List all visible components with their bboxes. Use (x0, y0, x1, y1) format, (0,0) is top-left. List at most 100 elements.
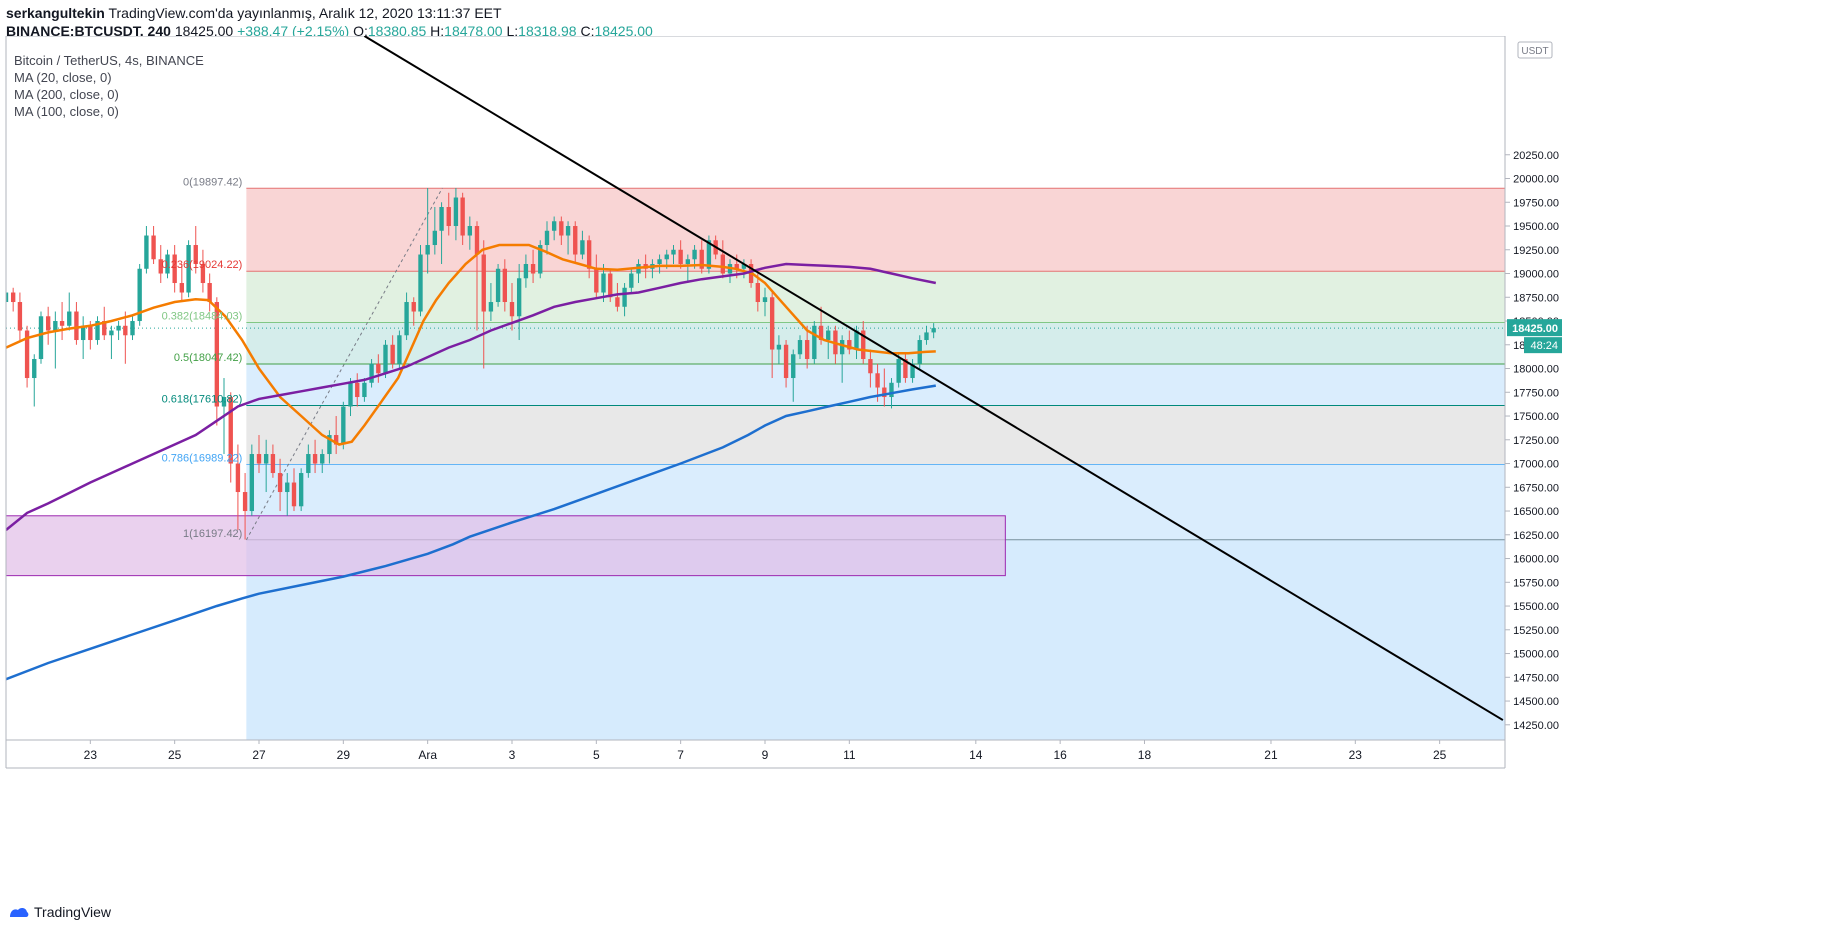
candle (74, 302, 79, 345)
countdown-label: 48:24 (1530, 340, 1558, 352)
candle-body (622, 287, 627, 307)
price-tick-label: 16500.00 (1513, 506, 1559, 518)
candle-body (376, 363, 381, 374)
chart-header: serkangultekin TradingView.com'da yayınl… (6, 4, 653, 40)
candle (348, 378, 353, 417)
fib-level-label: 0.236(19024.22) (162, 259, 243, 271)
candle-body (896, 359, 901, 383)
candle-body (172, 254, 177, 284)
candle (488, 283, 494, 322)
candle-body (425, 245, 430, 255)
candle (453, 188, 459, 241)
price-tick-label: 17750.00 (1513, 387, 1559, 399)
candle-body (158, 259, 163, 274)
open-value: 18380.85 (367, 23, 427, 39)
candle-body (200, 264, 206, 284)
candle (24, 325, 30, 388)
close-label: C: (580, 23, 595, 39)
candle-body (797, 340, 803, 355)
candle-body (390, 344, 395, 364)
candle (369, 359, 374, 388)
candle (896, 354, 901, 388)
candle-body (861, 330, 866, 360)
candle (298, 468, 304, 512)
candle-body (776, 344, 782, 350)
candle (678, 240, 683, 269)
candle-body (565, 226, 571, 236)
candle-body (608, 273, 613, 298)
candle (861, 321, 866, 364)
candle-body (868, 359, 873, 374)
candle (903, 354, 908, 383)
legend-ma100[interactable]: MA (100, close, 0) (14, 104, 119, 119)
candle-body (327, 435, 332, 455)
candle-body (333, 435, 339, 445)
candle-body (791, 354, 796, 379)
candle (446, 192, 451, 236)
candle (910, 359, 915, 383)
candle (755, 273, 761, 312)
candle-body (214, 302, 220, 407)
time-tick-label: 9 (762, 748, 769, 762)
price-tick-label: 15750.00 (1513, 577, 1559, 589)
footer: TradingView (8, 904, 111, 920)
author-name[interactable]: serkangultekin (6, 5, 105, 21)
last-price: 18425.00 (174, 23, 234, 39)
candle-body (453, 197, 459, 227)
high-label: H: (430, 23, 445, 39)
candle (502, 259, 508, 312)
candle-body (312, 454, 318, 464)
candle-body (502, 268, 508, 303)
candle (741, 259, 747, 279)
price-tick-label: 20000.00 (1513, 174, 1559, 186)
candle-body (263, 454, 269, 464)
price-tick-label: 16250.00 (1513, 530, 1559, 542)
candle (516, 264, 522, 341)
candle (32, 354, 37, 407)
open-label: O: (353, 23, 368, 39)
price-tick-label: 18000.00 (1513, 364, 1559, 376)
candle-body (397, 335, 402, 364)
candle (390, 335, 395, 369)
currency-badge (1517, 41, 1553, 59)
candle-body (664, 254, 669, 260)
candle (186, 240, 191, 298)
candle (769, 292, 775, 379)
candle-body (53, 321, 58, 331)
price-tick-label: 15000.00 (1513, 649, 1559, 661)
legend-ma20[interactable]: MA (20, close, 0) (14, 70, 112, 85)
candle-body (657, 259, 662, 265)
candle-body (910, 363, 915, 379)
candle (776, 335, 782, 364)
candle (924, 325, 929, 345)
legend-title[interactable]: Bitcoin / TetherUS, 4s, BINANCE (14, 53, 204, 68)
candle (320, 449, 325, 474)
last-price-tag (1507, 319, 1562, 337)
candle (565, 221, 571, 255)
price-tick-label: 15500.00 (1513, 601, 1559, 613)
candle-body (741, 264, 747, 269)
candle (38, 311, 44, 364)
candle-body (931, 328, 936, 333)
candle (10, 287, 16, 312)
candle (495, 264, 501, 307)
candle-body (559, 221, 564, 236)
candle-body (812, 325, 817, 360)
legend-ma200[interactable]: MA (200, close, 0) (14, 87, 119, 102)
candle-body (404, 302, 409, 336)
candle-body (615, 297, 620, 307)
price-tick-label: 19750.00 (1513, 197, 1559, 209)
candle (263, 439, 269, 493)
candle (481, 240, 486, 369)
candle (783, 340, 789, 388)
brand-name[interactable]: TradingView (34, 904, 112, 920)
candle-body (685, 259, 691, 265)
candle (214, 297, 220, 426)
tradingview-logo-icon (10, 907, 29, 917)
time-tick-label: 29 (337, 748, 351, 762)
candle-body (573, 226, 578, 255)
candle-body (348, 382, 353, 407)
fib-zone-0.236 (246, 271, 1505, 323)
price-tick-label: 20250.00 (1513, 150, 1559, 162)
